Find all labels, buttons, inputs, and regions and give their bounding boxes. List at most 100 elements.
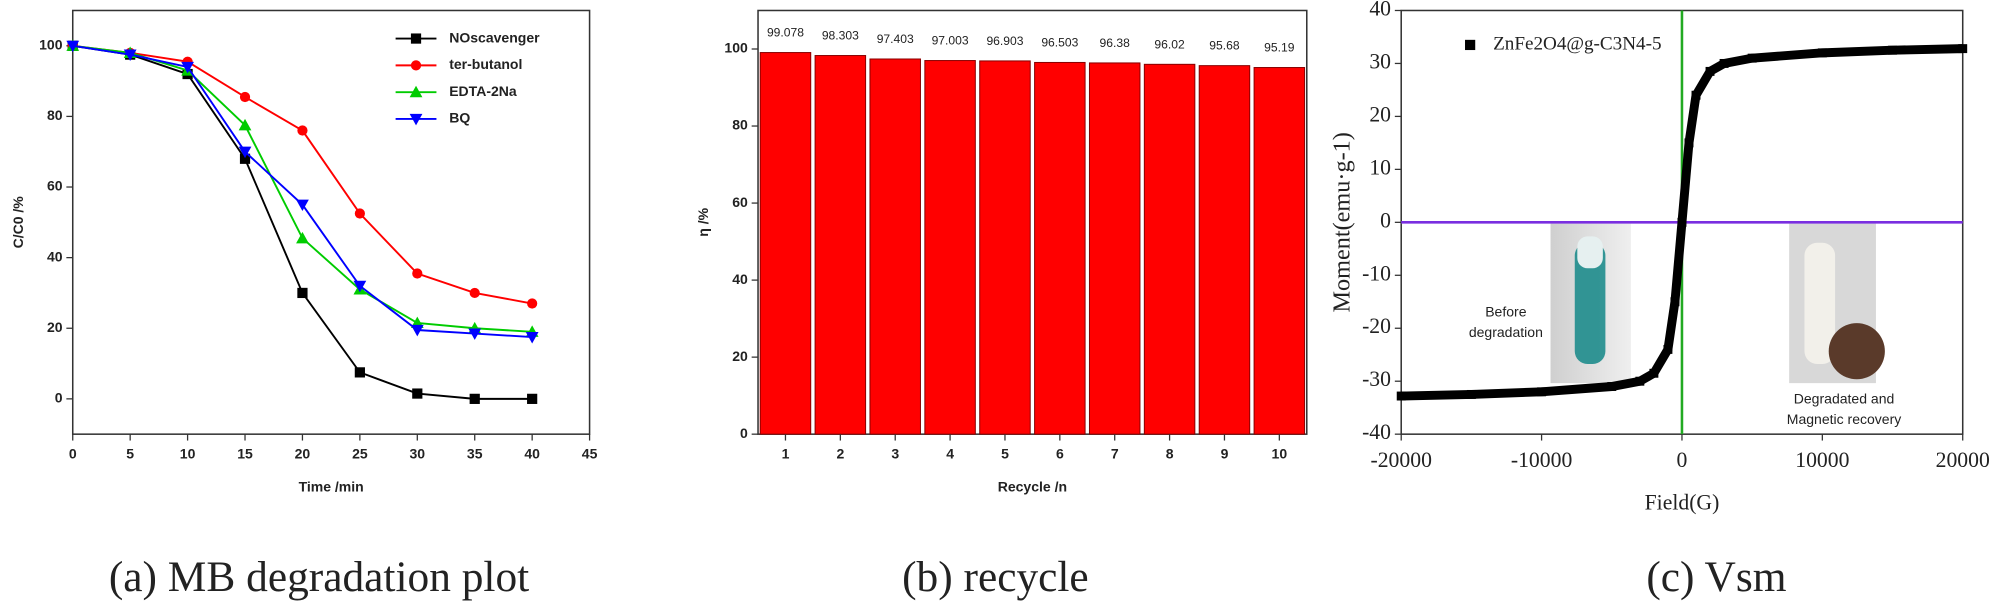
legend-label: NOscavenger xyxy=(449,29,540,45)
value-label: 97.403 xyxy=(877,32,914,46)
marker xyxy=(1607,382,1617,391)
marker xyxy=(1396,391,1406,401)
x-axis-label: Time /min xyxy=(299,478,364,494)
x-tick-label: 6 xyxy=(1056,445,1064,461)
marker xyxy=(123,49,137,62)
x-tick-label: 2 xyxy=(836,445,844,461)
y-axis-label: C/C0 /% xyxy=(10,196,26,249)
annotation: Degradated and xyxy=(1794,390,1895,406)
marker xyxy=(296,199,309,212)
y-tick-label: 60 xyxy=(732,194,748,210)
plot-frame xyxy=(757,9,1308,435)
marker xyxy=(412,388,423,399)
y-tick-label: -40 xyxy=(1362,420,1391,444)
x-axis-label: Field(G) xyxy=(1645,490,1720,514)
marker xyxy=(1888,45,1897,55)
marker xyxy=(354,208,365,219)
value-label: 95.68 xyxy=(1209,39,1240,53)
value-label: 99.078 xyxy=(767,26,804,40)
y-tick-label: 0 xyxy=(1380,208,1391,232)
bar xyxy=(869,58,921,435)
legend-label: BQ xyxy=(449,110,470,126)
x-tick-label: -20000 xyxy=(1370,448,1432,472)
x-tick-label: 10 xyxy=(180,445,196,461)
x-tick-label: 40 xyxy=(524,445,540,461)
y-tick-label: 80 xyxy=(47,107,63,123)
bar xyxy=(1088,62,1141,435)
x-tick-label: 9 xyxy=(1221,445,1229,461)
x-tick-label: 3 xyxy=(891,445,899,461)
marker xyxy=(527,393,538,404)
x-tick-label: 5 xyxy=(126,445,134,461)
photo-before xyxy=(1550,223,1631,384)
y-tick-label: 20 xyxy=(732,348,748,364)
marker xyxy=(468,328,482,340)
marker xyxy=(239,153,251,164)
x-tick-label: 15 xyxy=(237,445,253,461)
marker xyxy=(1684,138,1694,148)
legend-label: ZnFe2O4@g-C3N4-5 xyxy=(1493,33,1661,54)
y-tick-label: -20 xyxy=(1362,314,1391,338)
x-tick-label: 8 xyxy=(1166,445,1174,461)
bar xyxy=(1034,61,1086,435)
y-tick-label: 40 xyxy=(47,248,63,264)
y-tick-label: 40 xyxy=(732,271,748,287)
marker xyxy=(296,231,309,244)
x-tick-label: 20 xyxy=(295,445,311,461)
bar xyxy=(814,55,867,435)
x-tick-label: 4 xyxy=(946,445,954,461)
x-tick-label: 7 xyxy=(1111,445,1119,461)
bar xyxy=(1253,67,1306,435)
y-tick-label: 0 xyxy=(740,425,748,441)
marker xyxy=(1670,297,1680,307)
marker xyxy=(410,324,424,337)
marker xyxy=(1958,44,1968,54)
y-axis-label: η /% xyxy=(695,207,711,236)
y-axis-label: Moment(emu·g-1) xyxy=(1328,132,1355,312)
y-tick-label: 80 xyxy=(732,117,748,133)
value-label: 98.303 xyxy=(822,29,859,43)
x-tick-label: 0 xyxy=(69,445,77,461)
y-tick-label: 20 xyxy=(47,319,63,335)
caption: (b) recycle xyxy=(902,553,1089,601)
x-tick-label: 20000 xyxy=(1936,448,1990,472)
marker xyxy=(1705,66,1715,76)
marker xyxy=(297,287,308,299)
x-tick-label: 30 xyxy=(410,445,426,461)
marker xyxy=(353,280,367,293)
legend-label: EDTA-2Na xyxy=(449,83,517,99)
marker xyxy=(238,118,252,131)
legend-marker xyxy=(410,60,422,71)
marker xyxy=(1663,344,1673,354)
y-tick-label: 40 xyxy=(1369,0,1391,20)
bar xyxy=(924,60,976,435)
y-tick-label: 30 xyxy=(1369,49,1391,73)
legend-marker xyxy=(409,113,423,126)
marker xyxy=(1649,368,1659,378)
x-tick-label: 5 xyxy=(1001,445,1009,461)
annotation: degradation xyxy=(1469,324,1543,340)
annotation: Magnetic recovery xyxy=(1787,411,1902,427)
x-tick-label: 10000 xyxy=(1795,448,1849,472)
y-tick-label: -10 xyxy=(1362,261,1391,285)
y-tick-label: -30 xyxy=(1362,367,1391,391)
value-label: 97.003 xyxy=(932,34,969,48)
marker xyxy=(239,91,251,103)
marker xyxy=(354,367,365,378)
caption: (a) MB degradation plot xyxy=(109,553,529,601)
value-label: 96.02 xyxy=(1154,37,1185,51)
marker xyxy=(1537,387,1547,397)
marker xyxy=(1635,376,1645,386)
bar xyxy=(1198,65,1251,435)
legend-marker xyxy=(410,33,422,44)
value-label: 96.903 xyxy=(986,34,1023,48)
legend-marker xyxy=(409,85,423,98)
marker xyxy=(238,146,252,159)
marker xyxy=(1677,217,1687,227)
photo-after xyxy=(1789,223,1885,384)
marker xyxy=(469,393,480,404)
bar xyxy=(1143,63,1196,435)
marker xyxy=(1747,53,1757,63)
legend-marker xyxy=(1465,39,1476,51)
